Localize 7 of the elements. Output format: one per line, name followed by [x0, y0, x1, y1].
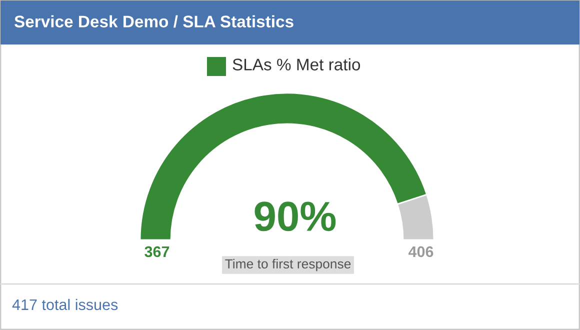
- text: 406: [408, 246, 434, 258]
- text: 417 total issues: [12, 298, 118, 310]
- text: 367: [144, 246, 170, 258]
- chart-title: Service Desk Demo / SLA Statistics: [14, 15, 294, 28]
- data-label: 90%: [254, 202, 336, 232]
- text: Time to first response: [225, 258, 351, 272]
- legend-label: SLAs % Met ratio: [232, 58, 360, 70]
